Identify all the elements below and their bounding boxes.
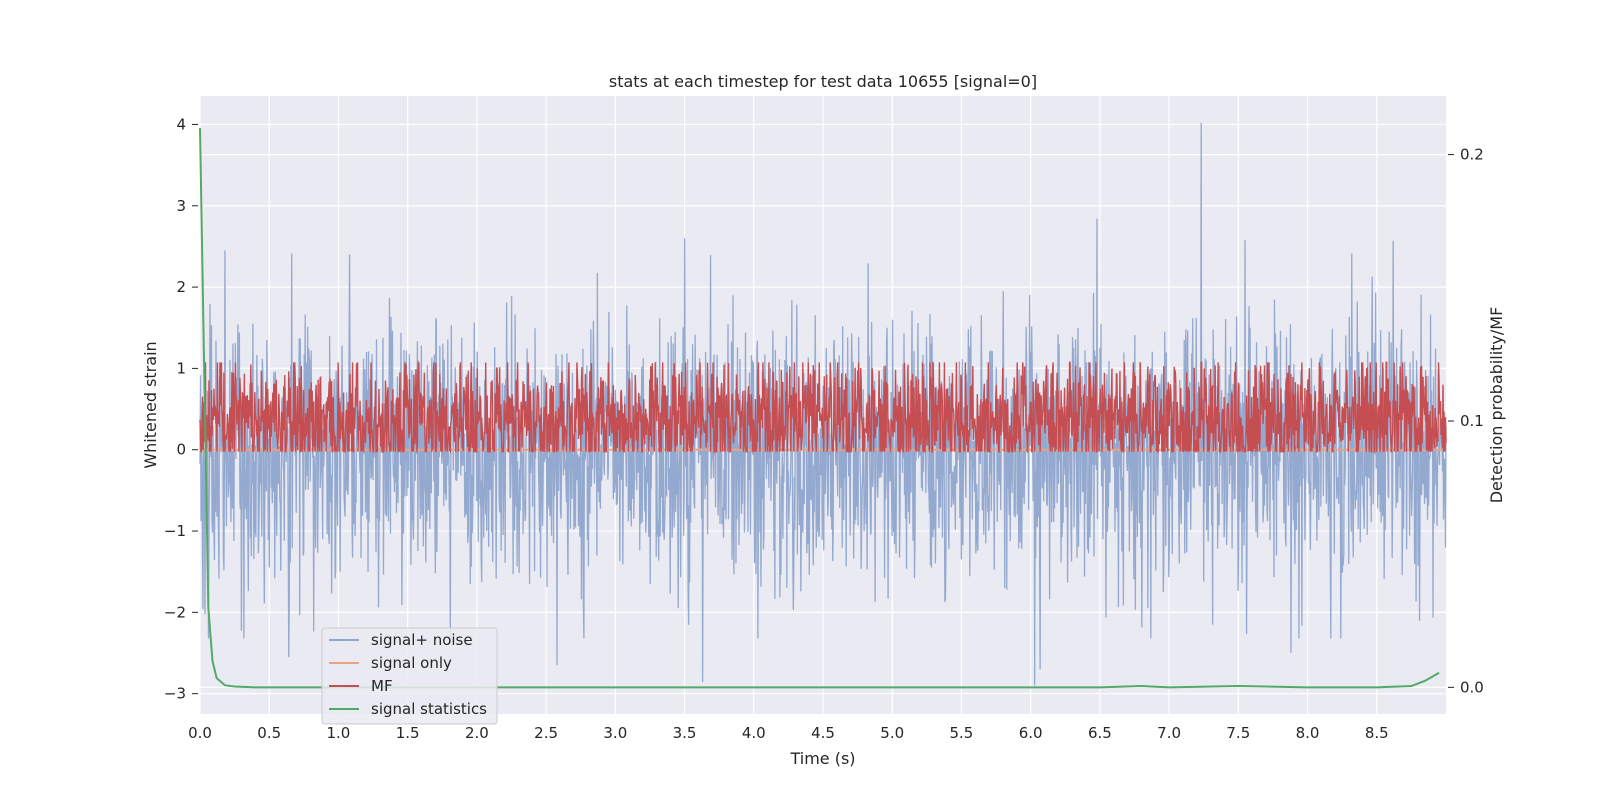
x-tick-label: 2.5 <box>534 724 558 742</box>
series-mf-line <box>199 359 1447 455</box>
x-tick-label: 8.5 <box>1365 724 1389 742</box>
legend-label-signal-noise: signal+ noise <box>371 631 473 649</box>
y-tick-label: −1 <box>164 522 186 540</box>
x-tick-label: 6.5 <box>1088 724 1112 742</box>
series-signal-statistics-line <box>199 127 1440 689</box>
x-tick-label: 7.0 <box>1157 724 1181 742</box>
x-tick-label: 3.0 <box>603 724 627 742</box>
y-axis-label: Whitened strain <box>141 341 160 468</box>
x-tick-label: 0.5 <box>257 724 281 742</box>
y-tick-label: 2 <box>176 278 186 296</box>
x-tick-label: 1.0 <box>327 724 351 742</box>
x-tick-label: 5.0 <box>880 724 904 742</box>
y2-tick-label: 0.0 <box>1460 678 1484 696</box>
y2-tick-label: 0.2 <box>1460 146 1484 164</box>
x-tick-label: 2.0 <box>465 724 489 742</box>
chart-title: stats at each timestep for test data 106… <box>609 72 1037 91</box>
x-tick-label: 0.0 <box>188 724 212 742</box>
legend-label-signal-only: signal only <box>371 654 452 672</box>
legend-label-signal-statistics: signal statistics <box>371 700 487 718</box>
y-tick-label: −3 <box>164 685 186 703</box>
y-axis-left: −3 −2 −1 0 1 2 3 4 <box>164 115 198 703</box>
y2-tick-label: 0.1 <box>1460 412 1484 430</box>
x-tick-label: 1.5 <box>396 724 420 742</box>
y-tick-label: 1 <box>176 359 186 377</box>
series-layer <box>199 122 1447 689</box>
y2-axis-label: Detection probability/MF <box>1487 307 1506 504</box>
x-axis: 0.0 0.5 1.0 1.5 2.0 2.5 3.0 3.5 4.0 4.5 5.0 5.5 6.0 6… <box>188 724 1389 742</box>
x-tick-label: 5.5 <box>950 724 974 742</box>
x-tick-label: 8.0 <box>1296 724 1320 742</box>
legend-box <box>321 627 498 725</box>
x-tick-label: 4.5 <box>811 724 835 742</box>
y-tick-label: −2 <box>164 603 186 621</box>
x-axis-label: Time (s) <box>789 749 855 768</box>
y-axis-right: 0.0 0.1 0.2 <box>1448 146 1484 696</box>
x-tick-label: 3.5 <box>673 724 697 742</box>
y-tick-label: 4 <box>176 115 186 133</box>
legend: signal+ noise signal only MF signal stat… <box>321 627 498 725</box>
series-signal-noise-line <box>199 122 1447 686</box>
x-tick-label: 4.0 <box>742 724 766 742</box>
y-tick-label: 3 <box>176 197 186 215</box>
x-tick-label: 6.0 <box>1019 724 1043 742</box>
x-tick-label: 7.5 <box>1226 724 1250 742</box>
y-tick-label: 0 <box>176 441 186 459</box>
legend-label-mf: MF <box>371 677 393 695</box>
